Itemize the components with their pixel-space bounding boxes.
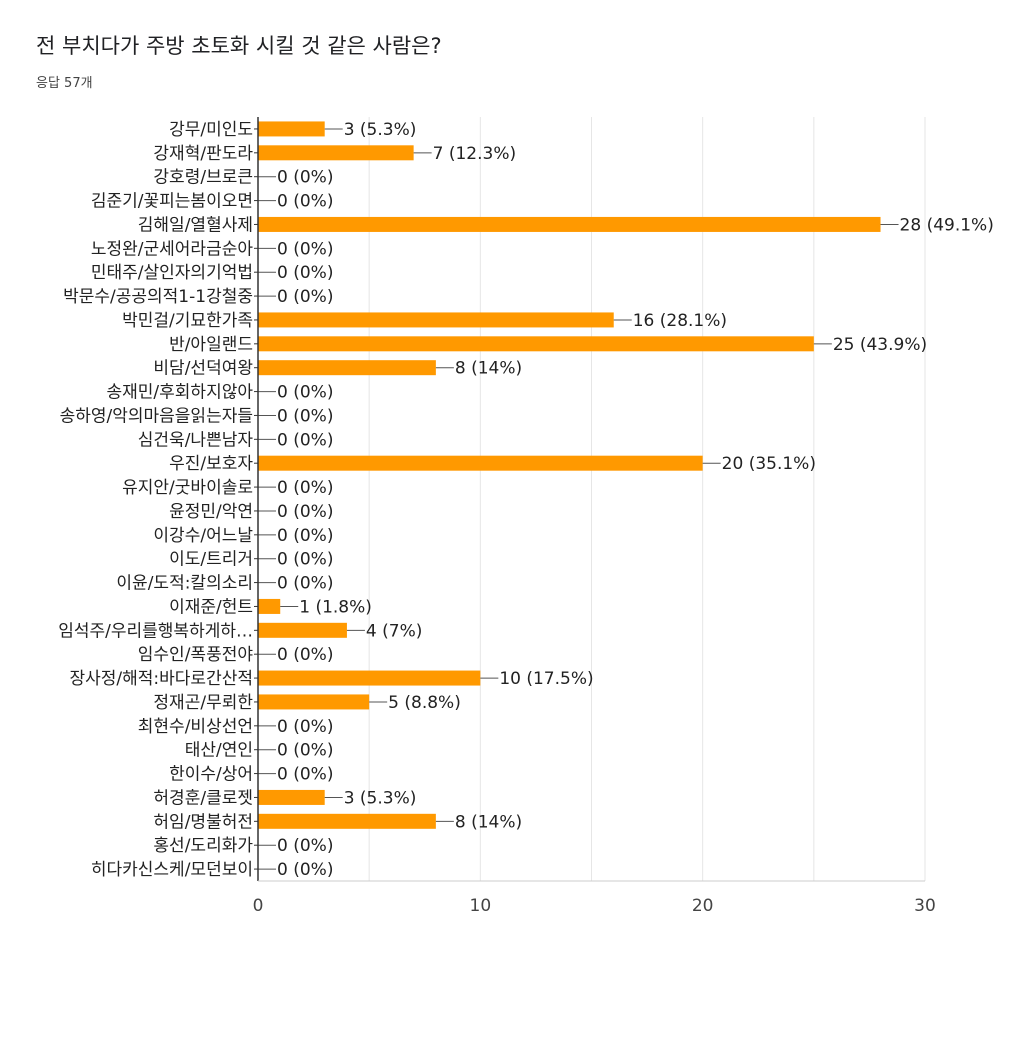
category-label: 우진/보호자 — [169, 454, 253, 474]
category-label: 장사정/해적:바다로간산적 — [70, 669, 254, 689]
category-label: 허임/명불허전 — [153, 812, 253, 832]
bar — [258, 216, 881, 232]
category-label: 민태주/살인자의기억법 — [91, 263, 253, 283]
category-label: 박민걸/기묘한가족 — [122, 311, 253, 331]
bar — [258, 455, 703, 471]
data-label: 0 (0%) — [277, 836, 333, 856]
category-label: 유지안/굿바이솔로 — [122, 478, 253, 498]
data-label: 28 (49.1%) — [900, 215, 994, 235]
data-label: 1 (1.8%) — [299, 597, 372, 617]
data-label: 0 (0%) — [277, 239, 333, 259]
bar — [258, 813, 436, 829]
data-label: 4 (7%) — [366, 621, 422, 641]
data-label: 5 (8.8%) — [388, 693, 461, 713]
category-label: 강재혁/판도라 — [153, 144, 253, 164]
chart-title: 전 부치다가 주방 초토화 시킬 것 같은 사람은? — [36, 34, 442, 58]
bar — [258, 145, 414, 161]
category-label: 이윤/도적:칼의소리 — [116, 574, 253, 594]
data-label: 0 (0%) — [277, 550, 333, 570]
data-label: 3 (5.3%) — [344, 788, 417, 808]
data-label: 25 (43.9%) — [833, 335, 927, 355]
bar — [258, 312, 614, 328]
category-label: 박문수/공공의적1-1강철중 — [63, 287, 253, 307]
category-label: 이재준/헌트 — [169, 597, 253, 617]
category-label: 태산/연인 — [185, 741, 253, 761]
bar — [258, 694, 370, 710]
data-label: 16 (28.1%) — [633, 311, 727, 331]
category-label: 김준기/꽃피는봄이오면 — [91, 192, 253, 212]
data-label: 0 (0%) — [277, 741, 333, 761]
bar — [258, 670, 481, 686]
category-label: 송재민/후회하지않아 — [107, 383, 254, 403]
data-label: 0 (0%) — [277, 192, 333, 212]
category-label: 강무/미인도 — [169, 120, 253, 140]
category-label: 허경훈/클로젯 — [153, 788, 253, 808]
x-tick-label: 30 — [914, 896, 936, 916]
data-label: 0 (0%) — [277, 765, 333, 785]
category-label: 히다카신스케/모던보이 — [91, 860, 253, 880]
data-label: 0 (0%) — [277, 168, 333, 188]
category-label: 심건욱/나쁜남자 — [138, 430, 254, 450]
data-label: 3 (5.3%) — [344, 120, 417, 140]
category-label: 한이수/상어 — [169, 765, 253, 785]
category-label: 반/아일랜드 — [169, 335, 253, 355]
data-label: 0 (0%) — [277, 406, 333, 426]
data-label: 0 (0%) — [277, 502, 333, 522]
x-tick-label: 20 — [692, 896, 714, 916]
category-label: 노정완/군세어라금순아 — [91, 239, 253, 259]
category-label: 강호령/브로큰 — [153, 168, 253, 188]
category-label: 정재곤/무뢰한 — [153, 693, 253, 713]
category-label: 홍선/도리화가 — [153, 836, 253, 856]
data-label: 7 (12.3%) — [433, 144, 516, 164]
data-label: 0 (0%) — [277, 430, 333, 450]
category-label: 임석주/우리를행복하게하… — [58, 621, 253, 641]
bar — [258, 360, 436, 376]
category-label: 송하영/악의마음을읽는자들 — [60, 406, 253, 426]
data-label: 0 (0%) — [277, 526, 333, 546]
response-count: 응답 57개 — [36, 76, 93, 91]
data-label: 8 (14%) — [455, 359, 522, 379]
data-label: 8 (14%) — [455, 812, 522, 832]
category-label: 최현수/비상선언 — [138, 717, 253, 737]
data-label: 0 (0%) — [277, 383, 333, 403]
category-label: 윤정민/악연 — [169, 502, 253, 522]
x-tick-label: 0 — [253, 896, 264, 916]
data-label: 0 (0%) — [277, 717, 333, 737]
data-label: 0 (0%) — [277, 478, 333, 498]
data-label: 20 (35.1%) — [722, 454, 816, 474]
category-label: 김해일/열혈사제 — [138, 215, 253, 235]
category-label: 임수인/폭풍전야 — [138, 645, 254, 665]
bar — [258, 121, 325, 137]
data-label: 0 (0%) — [277, 860, 333, 880]
x-tick-label: 10 — [470, 896, 492, 916]
bar — [258, 336, 814, 352]
data-label: 10 (17.5%) — [499, 669, 593, 689]
category-label: 이강수/어느날 — [153, 526, 253, 546]
category-label: 비담/선덕여왕 — [153, 359, 253, 379]
category-label: 이도/트리거 — [169, 550, 253, 570]
bar — [258, 622, 347, 638]
data-label: 0 (0%) — [277, 287, 333, 307]
data-label: 0 (0%) — [277, 263, 333, 283]
chart-header: 전 부치다가 주방 초토화 시킬 것 같은 사람은? 응답 57개 — [36, 30, 442, 91]
bar — [258, 598, 281, 614]
data-label: 0 (0%) — [277, 645, 333, 665]
bar — [258, 789, 325, 805]
data-label: 0 (0%) — [277, 574, 333, 594]
